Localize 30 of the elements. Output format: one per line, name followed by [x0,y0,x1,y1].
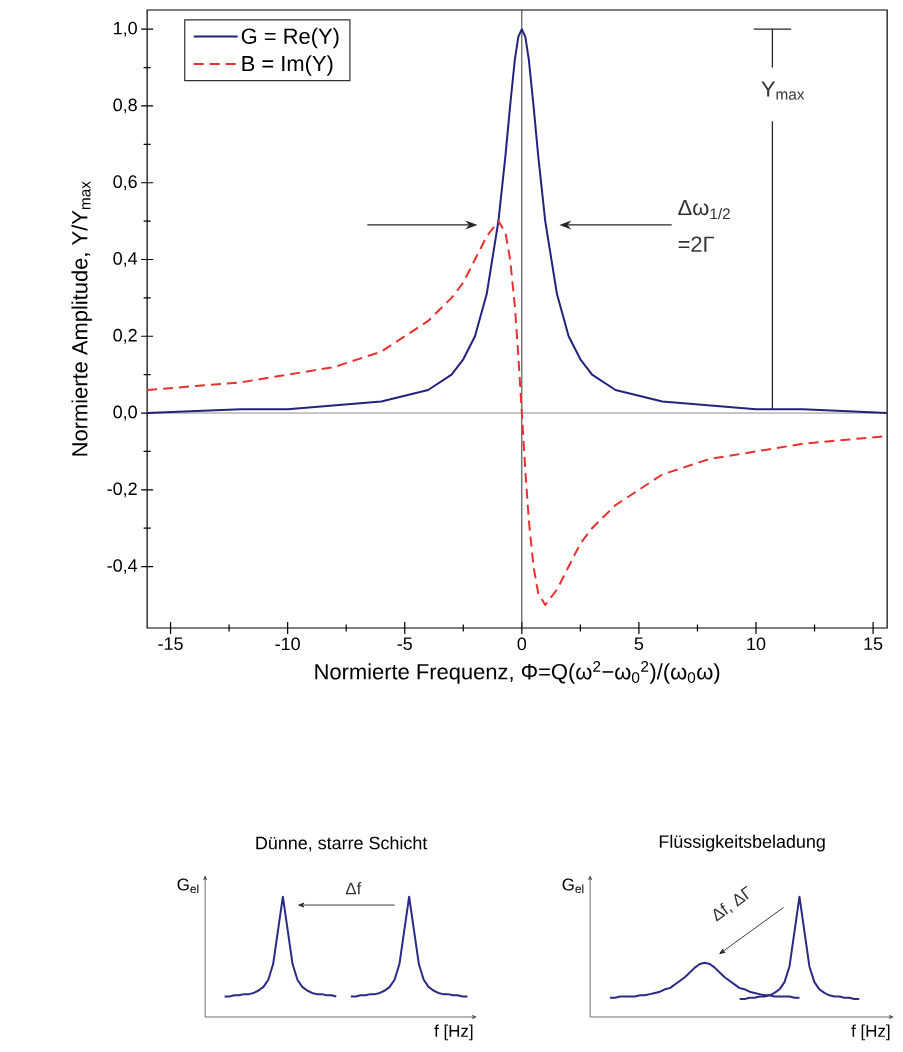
y-tick-label: 0,4 [113,252,138,267]
x-axis-title: f [Hz] [434,1024,473,1041]
y-tick-label: -0,2 [107,482,137,498]
y-tick-label: 0,0 [113,405,137,421]
x-tick-label: -5 [397,637,412,651]
legend-label: B = Im(Y) [242,55,333,76]
x-tick-label: -15 [158,637,183,651]
x-tick-label: 15 [864,637,883,651]
x-axis-title: f [Hz] [851,1024,890,1041]
y-tick-label: 0,6 [113,175,137,191]
y-axis-title: G$_{el}$ [177,878,199,894]
y-axis-title: G$_{el}$ [562,878,584,894]
x-tick-label: -10 [275,637,300,651]
text: Δf [345,882,362,895]
y-tick-label: 1,0 [113,21,137,37]
chart-title: Flüssigkeitsbeladung [659,834,825,852]
annotation: =2Γ [678,236,714,252]
x-tick-label: 0 [517,637,527,651]
y-tick-label: 0,2 [113,328,137,344]
chart-title: Dünne, starre Schicht [256,836,428,852]
x-tick-label: 5 [634,637,644,651]
x-axis-title: Normierte Frequenz, Φ=Q(ω$^{2}$−ω$_{0}$$^{2}$)/(ω$_{0}$ω) [315,661,720,684]
y-axis-title: Normierte Amplitude, Y/Y$_{max}$ [71,181,92,456]
y-tick-label: -0,4 [107,559,138,574]
annotation: Δf, ΔΓ [713,885,749,922]
annotation: Δω$_{1/2}$ [678,199,730,220]
y-tick-label: 0,8 [113,98,137,114]
annotation: Y$_{max}$ [761,81,805,100]
legend-label: G = Re(Y) [241,27,339,49]
x-tick-label: 10 [747,637,766,651]
